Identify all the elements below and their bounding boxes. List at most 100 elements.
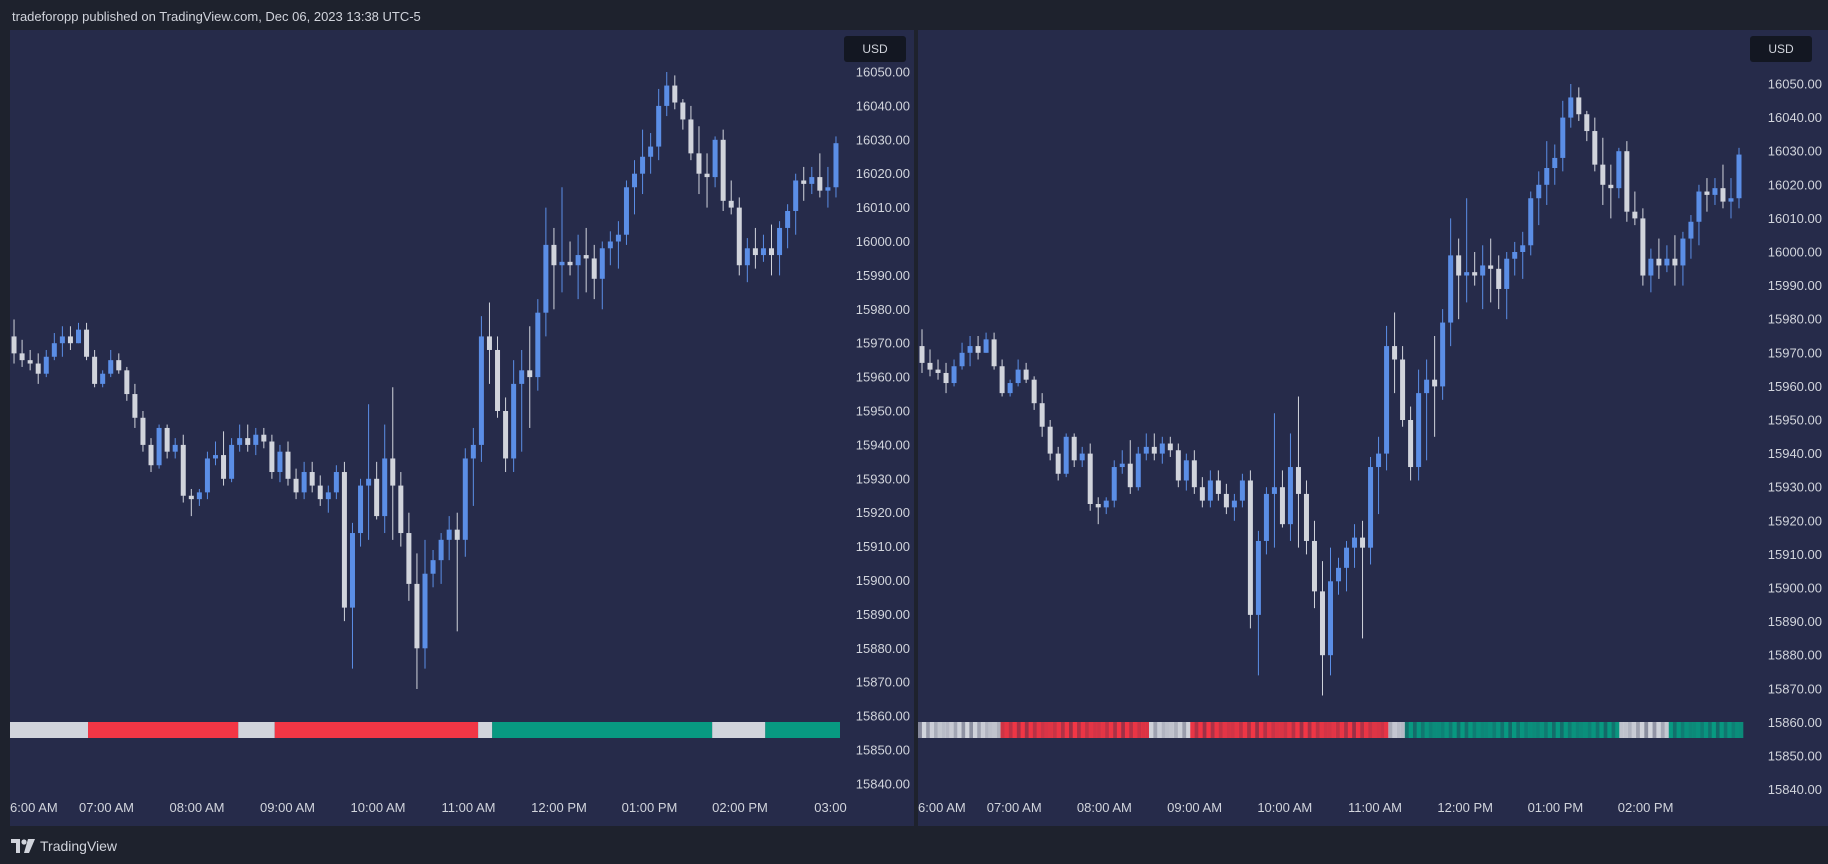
bias-cell-bearish (1254, 722, 1260, 738)
candle-body (736, 207, 742, 266)
candle-body (1007, 383, 1013, 394)
candle-body (438, 539, 444, 561)
candle-body (1344, 547, 1350, 568)
bias-cell-bearish (1343, 722, 1349, 738)
bias-cell-bearish (1351, 722, 1357, 738)
candles (11, 72, 839, 689)
candle-body (325, 492, 331, 500)
bias-cell-bullish (1527, 722, 1533, 738)
x-tick-label: 12:00 PM (1437, 800, 1493, 815)
bias-cell-bearish (1060, 722, 1066, 738)
bias-cell-neutral (941, 722, 946, 738)
bias-cell-bearish (1347, 722, 1353, 738)
candle-body (1656, 258, 1662, 266)
candle-body (640, 156, 646, 174)
candle-body (212, 455, 218, 459)
candle-body (1223, 493, 1229, 508)
x-axis[interactable]: 6:00 AM 07:00 AM 08:00 AM 09:00 AM 10:00 AM 1… (918, 800, 1673, 815)
candle-body (27, 360, 33, 364)
currency-badge-right[interactable]: USD (1750, 36, 1812, 62)
y-tick-label: 15950.00 (856, 404, 910, 419)
bias-cell-bullish (1531, 722, 1537, 738)
candle-body (59, 336, 65, 344)
bias-cell-bearish (1327, 722, 1332, 738)
y-tick-label: 15880.00 (1768, 648, 1822, 663)
candle-body (1063, 436, 1069, 474)
candle-body (809, 177, 815, 184)
candle-body (1504, 258, 1510, 289)
bias-cell-bearish (1136, 722, 1142, 738)
candle-body (19, 353, 25, 361)
y-tick-label: 16030.00 (1768, 144, 1822, 159)
bias-cell-bearish (1359, 722, 1365, 738)
bias-cell-bullish (1559, 722, 1564, 738)
bias-cell-neutral (1186, 722, 1191, 738)
bias-cell-bearish (1052, 722, 1057, 738)
bias-cell-bullish (1444, 722, 1449, 738)
candle-body (1400, 359, 1406, 420)
y-tick-label: 16020.00 (856, 166, 910, 181)
candle-body (1215, 480, 1221, 494)
y-axis[interactable]: 16050.00 16040.00 16030.00 16020.00 16010.00… (1768, 77, 1822, 798)
bias-cell-bullish (1508, 722, 1513, 738)
currency-badge-left[interactable]: USD (844, 36, 906, 62)
bias-cell-bearish (1028, 722, 1033, 738)
bias-cell-bearish (1012, 722, 1017, 738)
bias-cell-bullish (1672, 722, 1677, 738)
bias-cell-bearish (1084, 722, 1090, 738)
candle-body (1271, 487, 1277, 494)
y-axis[interactable]: 16050.00 16040.00 16030.00 16020.00 16010.00… (856, 65, 910, 792)
candle-body (696, 153, 702, 174)
bias-cell-bearish (1287, 722, 1292, 738)
candle-body (999, 366, 1005, 394)
bias-cell-bearish (1108, 722, 1114, 738)
bias-cell-bearish (1036, 722, 1041, 738)
candle-body (927, 362, 933, 370)
chart-panel-left[interactable]: 16050.00 16040.00 16030.00 16020.00 16010.00… (10, 30, 914, 826)
bias-cell-bearish (1376, 722, 1381, 738)
candle-body (1111, 467, 1117, 501)
y-tick-label: 16000.00 (856, 234, 910, 249)
bias-cell-bullish (1547, 722, 1553, 738)
bias-cell-bearish (1112, 722, 1118, 738)
bias-cell-bearish (1198, 722, 1203, 738)
bias-cell-neutral (1161, 722, 1166, 738)
candle-body (688, 119, 694, 154)
bias-cell-bullish (1571, 722, 1576, 738)
candle-body (833, 143, 839, 188)
bias-cell-bullish (1420, 722, 1425, 738)
x-tick-label: 11:00 AM (442, 800, 496, 815)
x-axis[interactable]: 6:00 AM 07:00 AM 08:00 AM 09:00 AM 10:00 AM 1… (10, 800, 847, 815)
candle-body (1424, 379, 1430, 394)
candle-body (269, 441, 275, 473)
candle-body (1464, 272, 1470, 276)
x-tick-label: 03:00 (814, 800, 847, 815)
candle-body (1576, 97, 1582, 115)
candle-body (75, 329, 81, 344)
candle-body (1023, 369, 1029, 380)
candle-body (333, 472, 339, 493)
candle-body (132, 394, 138, 418)
candle-body (543, 244, 549, 313)
candle-body (1039, 403, 1045, 427)
candle-body (414, 583, 420, 649)
bias-cell-bullish (1452, 722, 1457, 738)
candle-body (293, 478, 299, 493)
candle-body (664, 85, 670, 106)
bias-cell-bearish (1234, 722, 1240, 738)
bias-cell-bearish (1218, 722, 1223, 738)
candle-body (1552, 157, 1558, 168)
y-tick-label: 15860.00 (856, 709, 910, 724)
bias-cell-bearish (1214, 722, 1219, 738)
candle-body (760, 248, 766, 256)
candle-body (1336, 567, 1342, 582)
candlestick-chart-right[interactable]: 16050.00 16040.00 16030.00 16020.00 16010.00… (918, 30, 1828, 826)
tradingview-footer[interactable]: TradingView (11, 838, 117, 854)
bias-cell-bearish (1303, 722, 1308, 738)
candle-body (825, 187, 831, 191)
bias-cell-bearish (1088, 722, 1094, 738)
candlestick-chart-left[interactable]: 16050.00 16040.00 16030.00 16020.00 16010.00… (10, 30, 914, 826)
bias-segment-bullish (765, 722, 840, 738)
bias-cell-bearish (1258, 722, 1264, 738)
chart-panel-right[interactable]: 16050.00 16040.00 16030.00 16020.00 16010.00… (918, 30, 1828, 826)
